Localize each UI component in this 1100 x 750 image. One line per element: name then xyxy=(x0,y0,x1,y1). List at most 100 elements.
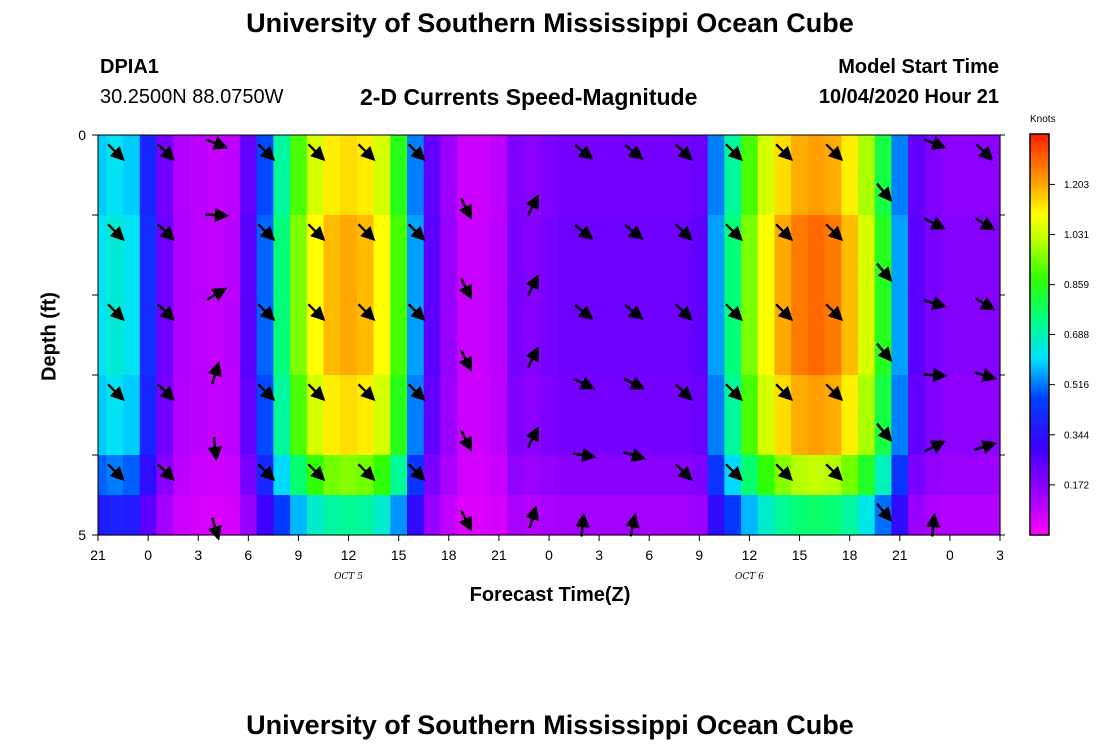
heatmap-cell xyxy=(423,215,442,296)
heatmap-cell xyxy=(824,295,842,376)
heatmap-cell xyxy=(139,495,158,536)
current-vector xyxy=(625,512,640,537)
heatmap-cell xyxy=(507,375,525,456)
heatmap-cell xyxy=(273,375,291,456)
heatmap-cell xyxy=(640,455,659,496)
current-vector xyxy=(825,223,844,242)
heatmap-cell xyxy=(958,455,976,496)
heatmap-cell xyxy=(724,135,742,216)
heatmap-cell xyxy=(123,375,141,456)
current-vector xyxy=(675,223,693,242)
heatmap-cell xyxy=(223,375,241,456)
current-vector xyxy=(973,440,998,454)
heatmap-cell xyxy=(540,135,558,216)
heatmap-cell xyxy=(858,455,876,496)
heatmap-cell xyxy=(941,495,959,536)
heatmap-cell xyxy=(290,295,308,376)
heatmap-cell xyxy=(974,375,993,456)
heatmap-cell xyxy=(941,375,959,456)
current-vector xyxy=(623,376,646,390)
heatmap-cell xyxy=(557,495,575,536)
heatmap-cell xyxy=(373,455,391,496)
heatmap-cell xyxy=(223,215,241,296)
current-vector xyxy=(876,422,893,442)
heatmap-cell xyxy=(440,455,458,496)
heatmap-cell xyxy=(98,375,107,456)
heatmap-cell xyxy=(607,295,625,376)
colorbar xyxy=(1029,133,1050,536)
heatmap-cell xyxy=(407,295,425,376)
heatmap-cell xyxy=(323,295,341,376)
colorbar-tick-label: 0.172 xyxy=(1064,480,1089,491)
heatmap-cell xyxy=(273,135,291,216)
heatmap-cell xyxy=(173,375,191,456)
heatmap-cell xyxy=(657,375,675,456)
heatmap-cell xyxy=(290,455,308,496)
heatmap-cell xyxy=(991,455,1001,496)
current-vector xyxy=(825,303,844,322)
heatmap-cell xyxy=(974,295,993,376)
current-vector xyxy=(675,383,693,402)
current-vector xyxy=(357,463,376,482)
heatmap-cell xyxy=(340,375,358,456)
heatmap-cell xyxy=(841,375,859,456)
current-vector xyxy=(157,143,175,162)
model-start-time: 10/04/2020 Hour 21 xyxy=(818,86,999,108)
heatmap-cell xyxy=(306,215,325,296)
heatmap-cell xyxy=(290,215,308,296)
heatmap-cell xyxy=(640,375,659,456)
heatmap-cell xyxy=(824,135,842,216)
heatmap-cell xyxy=(858,495,876,536)
heatmap-cell xyxy=(106,375,124,456)
heatmap-cell xyxy=(356,375,375,456)
x-tick-label: 21 xyxy=(491,547,507,563)
current-vector xyxy=(974,216,996,231)
heatmap-cell xyxy=(223,135,241,216)
heatmap-cell xyxy=(473,135,492,216)
current-vector xyxy=(725,303,743,322)
heatmap-cell xyxy=(657,495,675,536)
current-vector xyxy=(157,463,175,482)
heatmap-cell xyxy=(841,495,859,536)
heatmap-cell xyxy=(423,135,442,216)
heatmap-cell xyxy=(908,135,926,216)
heatmap-cell xyxy=(757,495,776,536)
heatmap-cell xyxy=(707,375,725,456)
heatmap-cell xyxy=(189,135,208,216)
model-start-label: Model Start Time xyxy=(838,56,999,78)
heatmap-cell xyxy=(273,495,291,536)
heatmap-cell xyxy=(139,455,158,496)
plot-title: 2-D Currents Speed-Magnitude xyxy=(360,84,698,110)
heatmap-cell xyxy=(407,135,425,216)
heatmap-cell xyxy=(523,375,542,456)
heatmap-cell xyxy=(707,495,725,536)
heatmap-cell xyxy=(373,135,391,216)
current-vector xyxy=(876,502,893,522)
heatmap-cell xyxy=(908,375,926,456)
current-vector xyxy=(675,143,693,162)
colorbar-tick-label: 1.031 xyxy=(1064,230,1089,241)
current-vector xyxy=(207,437,223,462)
heatmap-cell xyxy=(724,455,742,496)
heatmap-cell xyxy=(974,455,993,496)
current-vector xyxy=(572,447,597,463)
heatmap-cell xyxy=(958,495,976,536)
heatmap-cell xyxy=(874,135,893,216)
heatmap-cell xyxy=(674,455,692,496)
heatmap-cell xyxy=(757,455,776,496)
heatmap-cell xyxy=(657,295,675,376)
heatmap-cell xyxy=(690,135,709,216)
heatmap-cell xyxy=(323,215,341,296)
current-vector xyxy=(257,303,276,322)
heatmap-cell xyxy=(139,295,158,376)
x-tick-label: 12 xyxy=(341,547,357,563)
current-vector xyxy=(775,383,794,402)
heatmap-cell xyxy=(156,215,174,296)
heatmap-cell xyxy=(106,495,124,536)
heatmap-cell xyxy=(256,375,274,456)
heatmap-cell xyxy=(724,215,742,296)
heatmap-cell xyxy=(557,135,575,216)
heatmap-cell xyxy=(323,135,341,216)
heatmap-cell xyxy=(807,455,826,496)
heatmap-cell xyxy=(390,135,408,216)
